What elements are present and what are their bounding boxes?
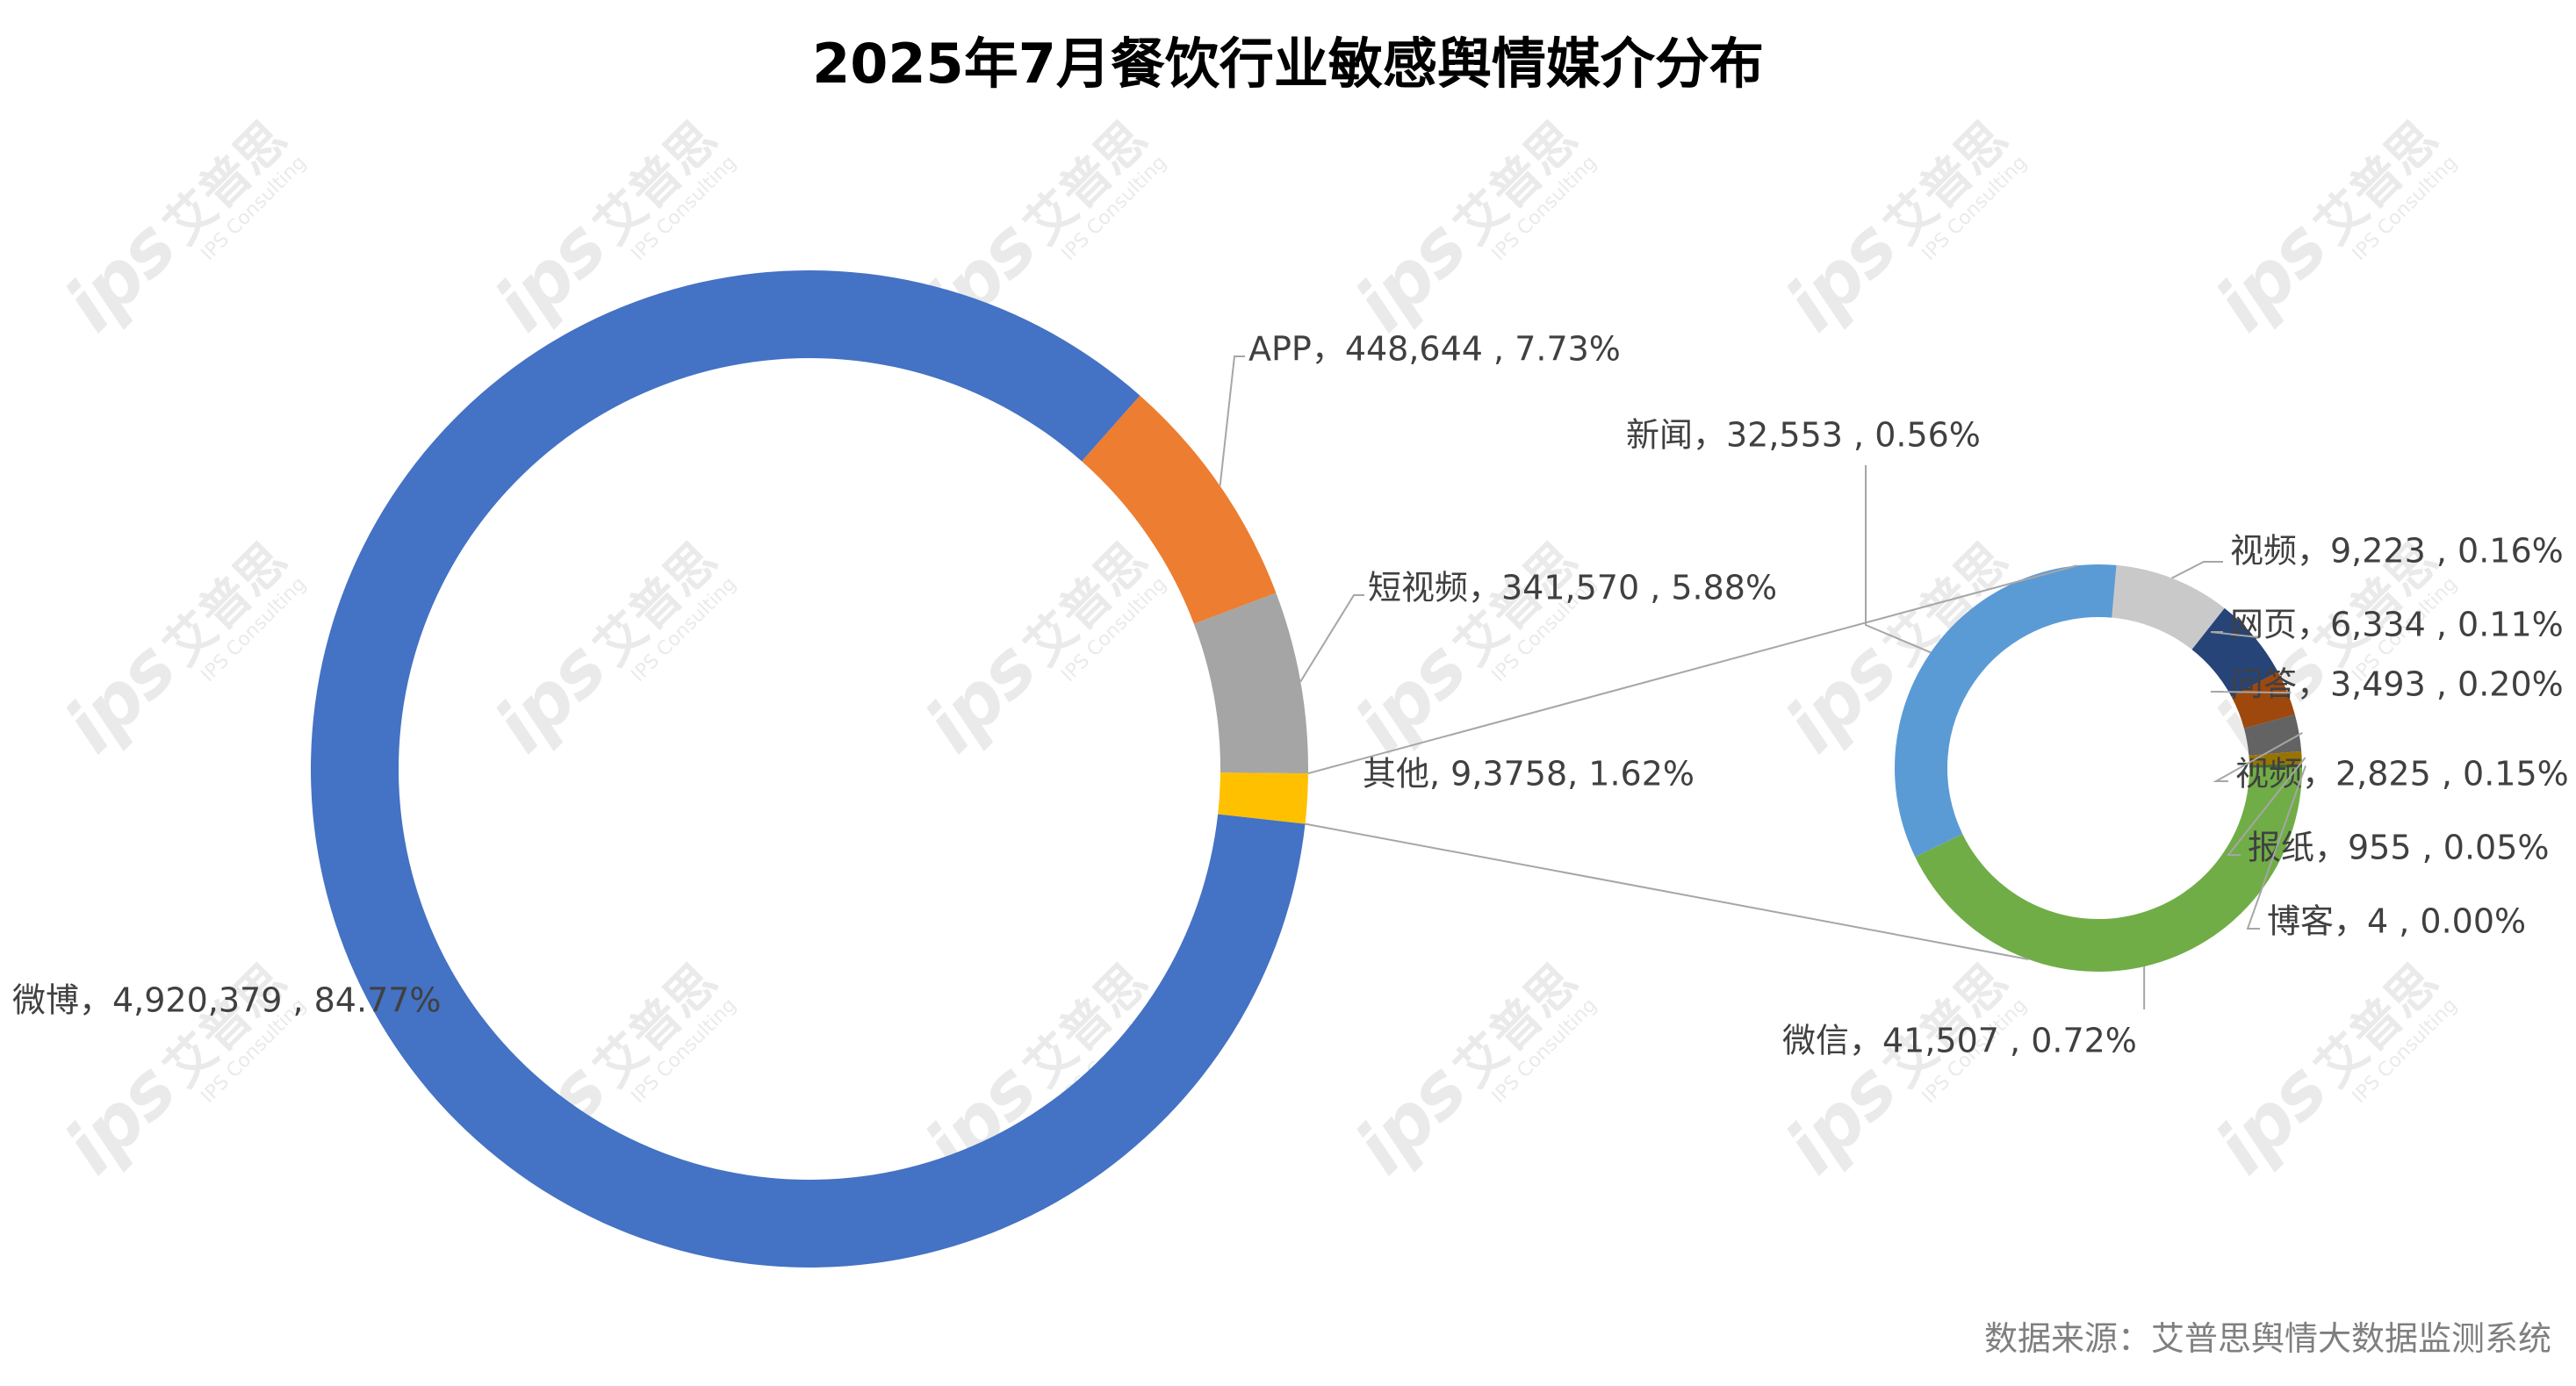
chart-title: 2025年7月餐饮行业敏感舆情媒介分布 <box>812 32 1764 96</box>
secondary-leader-5 <box>2246 765 2306 930</box>
main-slice-2 <box>1218 772 1308 824</box>
secondary-label-4: 报纸，955 , 0.05% <box>2248 829 2550 867</box>
secondary-leader-4 <box>2226 757 2306 856</box>
main-leader-0 <box>1219 355 1245 486</box>
secondary-slice-5 <box>2249 764 2302 768</box>
secondary-leader-3 <box>2213 731 2303 782</box>
secondary-leader-1 <box>2210 631 2258 638</box>
connector-line-bottom <box>1305 822 2029 960</box>
secondary-leader-2 <box>2210 691 2292 694</box>
secondary-label-2: 问答，3,493 , 0.20% <box>2230 665 2564 704</box>
main-leader-1 <box>1299 594 1364 683</box>
secondary-slice-2 <box>2231 671 2295 729</box>
connector-line-top <box>1307 564 2078 775</box>
main-label-1: 短视频，341,570 , 5.88% <box>1368 569 1777 607</box>
secondary-slice-3 <box>2243 715 2302 756</box>
main-slice-0 <box>1082 395 1277 624</box>
data-source-note: 数据来源：艾普思舆情大数据监测系统 <box>1983 1319 2551 1358</box>
main-label-0: APP，448,644 , 7.73% <box>1248 330 1621 369</box>
main-label-2: 其他, 9,3758, 1.62% <box>1363 755 1695 794</box>
secondary-label-0: 视频，9,223 , 0.16% <box>2230 532 2564 571</box>
secondary-leader-7 <box>1865 465 1932 654</box>
secondary-label-6: 微信，41,507 , 0.72% <box>1782 1022 2137 1060</box>
secondary-label-1: 网页，6,334 , 0.11% <box>2230 606 2564 644</box>
secondary-label-3: 视频，2,825 , 0.15% <box>2235 755 2569 794</box>
main-label-3: 微博，4,920,379 , 84.77% <box>12 981 442 1020</box>
secondary-slice-0 <box>2108 564 2225 650</box>
secondary-slice-7 <box>1894 564 2117 858</box>
secondary-leader-0 <box>2171 561 2223 579</box>
secondary-slice-6 <box>1915 767 2302 973</box>
secondary-slice-1 <box>2191 607 2278 697</box>
secondary-label-7: 新闻，32,553 , 0.56% <box>1626 416 1981 455</box>
main-slice-1 <box>1193 592 1308 774</box>
secondary-label-5: 博客，4 , 0.00% <box>2267 902 2526 941</box>
